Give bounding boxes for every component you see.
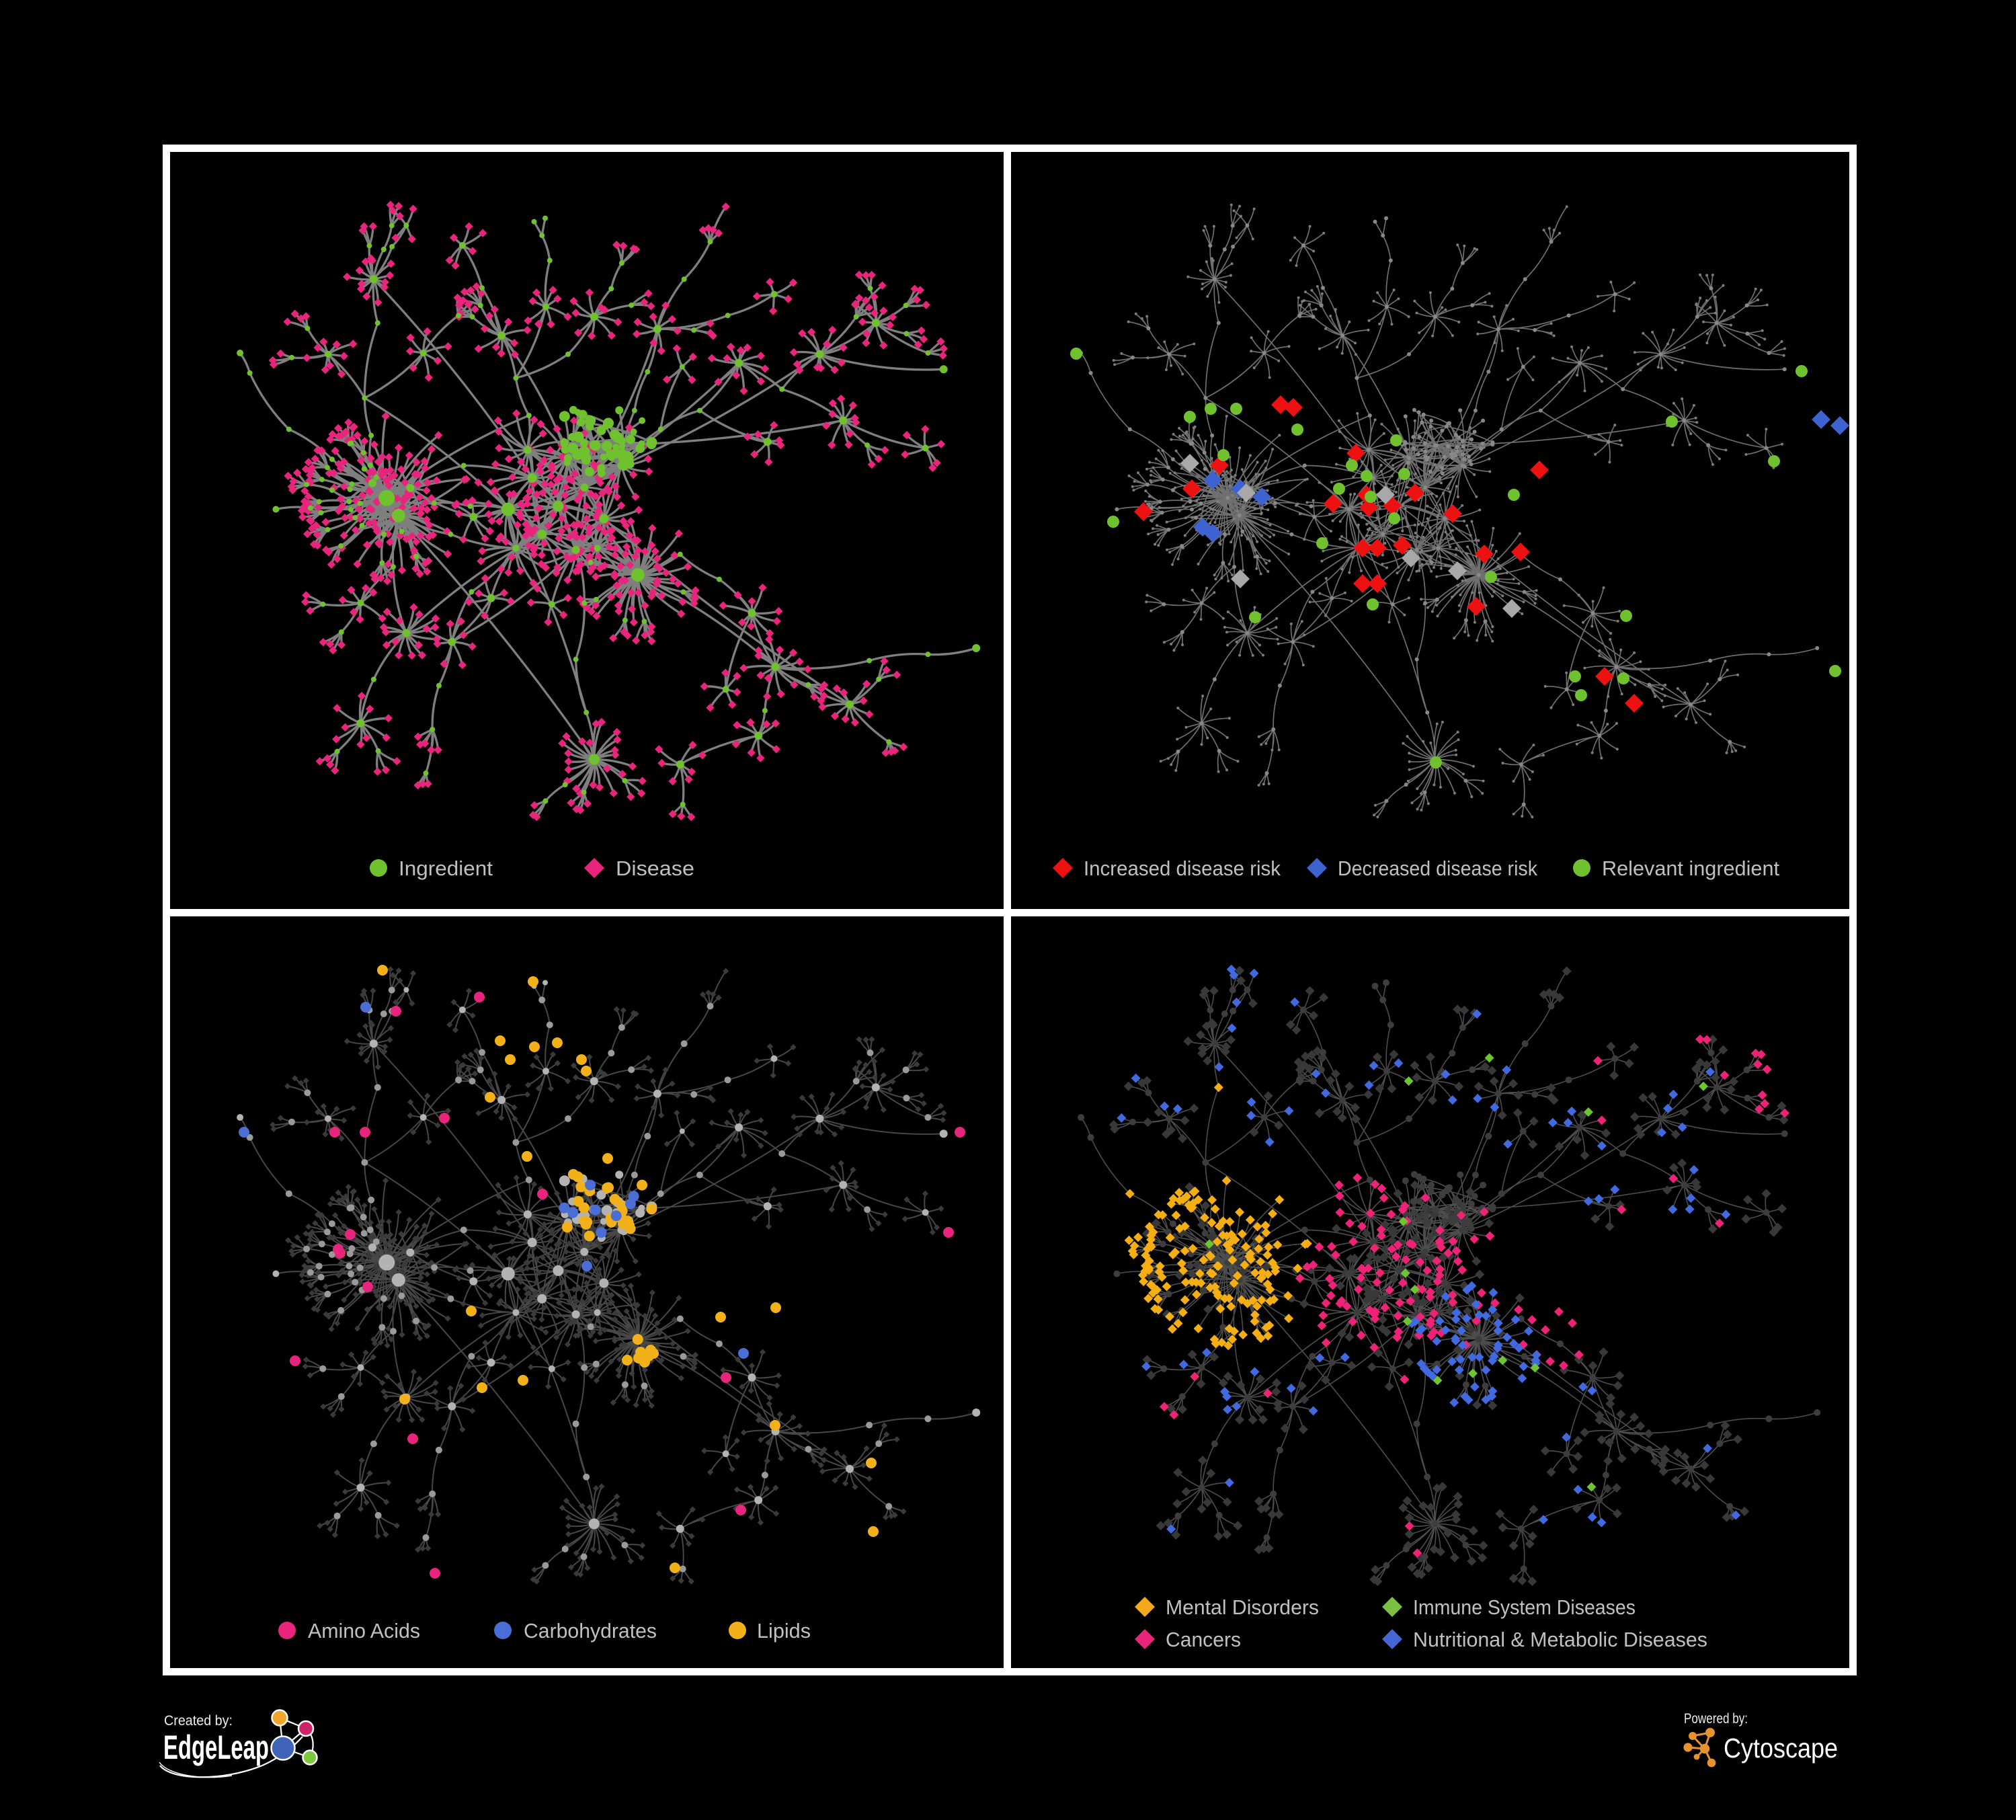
- svg-text:Immune System Diseases: Immune System Diseases: [1413, 1595, 1636, 1619]
- svg-text:Cancers: Cancers: [1166, 1628, 1241, 1651]
- svg-text:Amino Acids: Amino Acids: [308, 1619, 420, 1643]
- svg-text:Created by:: Created by:: [164, 1713, 233, 1729]
- svg-text:EdgeLeap: EdgeLeap: [163, 1729, 269, 1766]
- svg-text:Relevant ingredient: Relevant ingredient: [1602, 857, 1779, 880]
- svg-text:Increased disease risk: Increased disease risk: [1084, 857, 1281, 880]
- svg-text:Disease: Disease: [616, 857, 694, 880]
- svg-text:Mental Disorders: Mental Disorders: [1166, 1595, 1319, 1619]
- svg-text:Powered by:: Powered by:: [1684, 1711, 1748, 1727]
- svg-text:Lipids: Lipids: [757, 1619, 811, 1643]
- svg-text:Ingredient: Ingredient: [399, 857, 493, 880]
- svg-text:Carbohydrates: Carbohydrates: [524, 1619, 657, 1643]
- svg-text:Nutritional & Metabolic Diseas: Nutritional & Metabolic Diseases: [1413, 1628, 1707, 1651]
- svg-text:Cytoscape: Cytoscape: [1724, 1733, 1838, 1764]
- svg-text:Decreased disease risk: Decreased disease risk: [1338, 857, 1537, 880]
